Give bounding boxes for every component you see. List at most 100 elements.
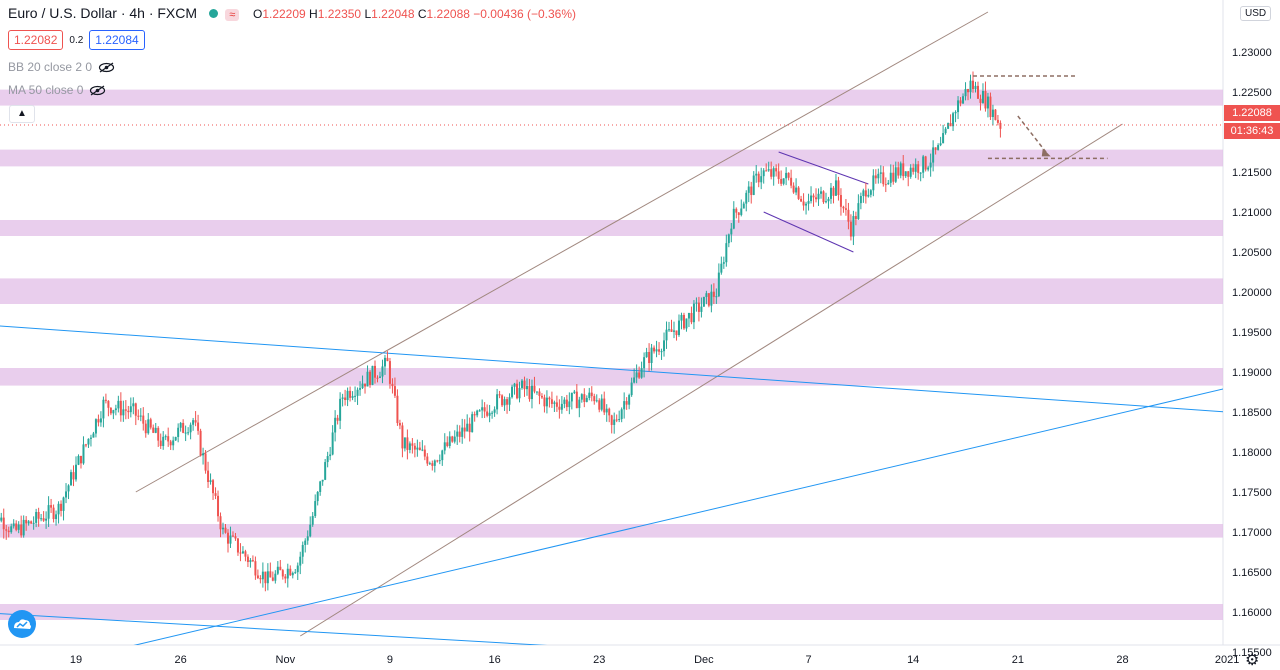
candle-body (560, 403, 563, 410)
candle-body (202, 453, 205, 456)
candle-body (436, 460, 439, 462)
candle-body (787, 172, 790, 178)
candle-body (486, 411, 489, 416)
candle-body (321, 479, 324, 482)
candle-body (725, 243, 728, 263)
candle-body (558, 406, 561, 410)
candle-body (129, 406, 132, 413)
candle-body (673, 330, 675, 332)
eye-crossed-icon[interactable] (89, 85, 106, 96)
candle-body (862, 190, 865, 196)
price-tick-label: 1.17500 (1232, 487, 1272, 499)
candle-body (750, 186, 753, 195)
price-tick-label: 1.23000 (1232, 47, 1272, 59)
candle-body (222, 527, 225, 530)
candle-body (488, 412, 491, 416)
candle-body (45, 518, 48, 521)
candle-body (697, 302, 700, 312)
candle-body (57, 503, 60, 515)
candle-body (393, 386, 396, 396)
candle-body (276, 566, 279, 574)
candle-body (550, 399, 553, 404)
candle-body (279, 566, 282, 571)
candle-body (595, 400, 598, 402)
blue-descending-lower (0, 613, 548, 645)
tradingview-logo[interactable] (8, 610, 36, 638)
indicator-ma[interactable]: MA 50 close 0 (8, 83, 106, 97)
candle-body (234, 536, 237, 539)
candle-body (752, 175, 755, 195)
candle-body (361, 383, 364, 389)
sell-button[interactable]: 1.22082 (8, 30, 64, 50)
candle-body (588, 392, 591, 398)
candle-body (344, 397, 347, 401)
candle-body (244, 551, 247, 557)
candle-body (67, 485, 70, 492)
candle-body (266, 571, 269, 584)
candle-body (177, 427, 180, 437)
candle-body (757, 173, 760, 183)
compare-icon[interactable]: ≈ (225, 9, 240, 21)
candle-body (50, 505, 53, 508)
candle-body (231, 535, 234, 537)
time-tick-label: Dec (694, 654, 714, 666)
eye-crossed-icon[interactable] (98, 62, 115, 73)
candle-body (229, 535, 232, 544)
candle-body (692, 303, 695, 323)
candle-body (194, 420, 197, 423)
candle-body (378, 376, 381, 378)
candle-body (852, 216, 855, 237)
candle-body (179, 422, 182, 428)
candle-body (383, 357, 386, 367)
candle-body (919, 172, 922, 174)
candle-body (879, 172, 882, 174)
candle-body (481, 407, 484, 411)
open-value: 1.22209 (262, 7, 306, 21)
candle-body (127, 410, 130, 413)
sr-zone (0, 604, 1223, 620)
buy-button[interactable]: 1.22084 (89, 30, 145, 50)
candle-body (976, 85, 979, 99)
indicator-bb[interactable]: BB 20 close 2 0 (8, 60, 115, 74)
candle-body (907, 171, 910, 177)
candle-body (989, 96, 992, 118)
close-value: 1.22088 (426, 7, 470, 21)
candle-body (837, 180, 840, 196)
collapse-legend-button[interactable]: ▲ (9, 105, 35, 123)
candle-body (912, 167, 915, 172)
candle-body (511, 386, 514, 398)
candle-body (331, 432, 334, 455)
candle-body (456, 431, 459, 437)
candle-body (70, 472, 73, 486)
currency-badge[interactable]: USD (1240, 6, 1272, 21)
symbol-title[interactable]: Euro / U.S. Dollar · 4h · FXCM (8, 5, 198, 21)
candle-body (623, 401, 626, 410)
time-tick-label: 21 (1012, 654, 1024, 666)
candle-body (894, 167, 897, 182)
candle-body (986, 96, 989, 109)
down-arrow (1017, 115, 1049, 155)
candle-body (585, 397, 588, 402)
candle-body (52, 507, 55, 520)
gear-icon[interactable]: ⚙ (1245, 652, 1260, 669)
candle-body (476, 410, 479, 416)
candle-body (12, 523, 15, 527)
candle-body (760, 176, 763, 183)
market-status-icon (208, 9, 218, 18)
candle-body (249, 560, 252, 563)
current-price-tag: 1.22088 (1224, 105, 1280, 121)
candle-body (62, 497, 65, 511)
candle-body (274, 573, 277, 581)
candle-body (154, 427, 157, 433)
candle-body (47, 505, 50, 519)
candle-body (251, 560, 254, 562)
candle-body (421, 449, 424, 451)
candle-body (618, 419, 621, 421)
candle-body (27, 521, 30, 524)
candle-body (97, 419, 100, 423)
candle-body (578, 399, 581, 409)
candle-body (690, 312, 693, 323)
candle-body (650, 347, 653, 363)
candle-body (209, 480, 212, 482)
